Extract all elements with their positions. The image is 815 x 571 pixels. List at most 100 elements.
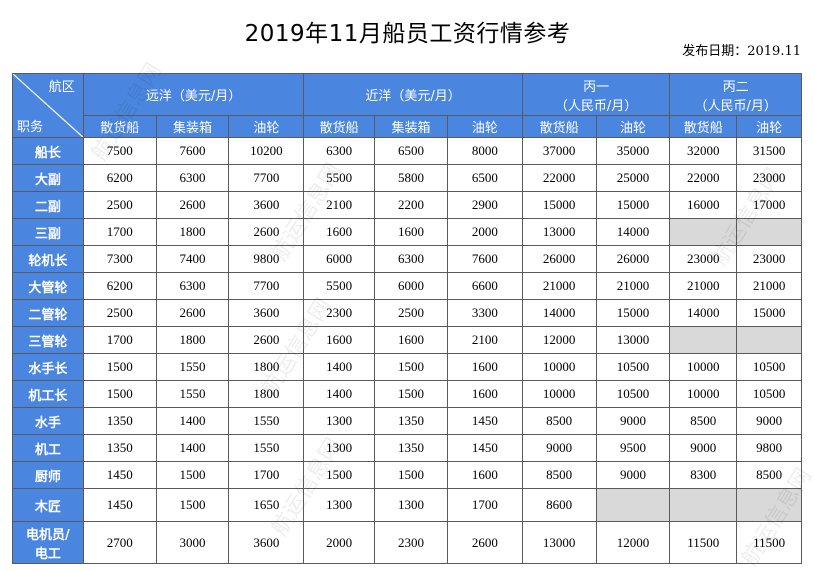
table-row: 木匠 1450 1500 1650 1300 1300 1700 8600: [12, 488, 802, 522]
salary-cell: 6500: [446, 164, 523, 192]
salary-cell: 21000: [521, 272, 597, 300]
salary-cell: 6000: [374, 272, 448, 300]
salary-cell: 14000: [595, 218, 671, 246]
subcol-header: 油轮: [595, 115, 671, 138]
empty-cell: [736, 326, 802, 354]
salary-cell: 21000: [595, 272, 671, 300]
subcol-header: 油轮: [736, 115, 802, 138]
salary-cell: 1700: [82, 218, 157, 246]
salary-cell: 1600: [303, 218, 376, 246]
salary-cell: 1700: [446, 488, 523, 522]
corner-label-area: 航区: [48, 80, 75, 95]
salary-cell: 14000: [521, 299, 597, 327]
salary-cell: 1400: [155, 407, 230, 435]
salary-cell: 1600: [303, 326, 376, 354]
salary-cell: 1500: [303, 461, 376, 489]
salary-cell: 16000: [669, 191, 738, 219]
empty-cell: [669, 488, 738, 522]
table-row: 机工 1350 1400 1550 1300 1350 1450 9000 9500 9000 98…: [12, 434, 802, 462]
publish-date: 发布日期：2019.11: [682, 44, 801, 59]
subcol-header: 散货船: [82, 115, 157, 138]
salary-cell: 10000: [669, 353, 738, 381]
empty-cell: [669, 326, 738, 354]
page-title: 2019年11月船员工资行情参考: [244, 21, 571, 47]
corner-label-role: 职务: [17, 120, 44, 135]
salary-cell: 9000: [736, 407, 802, 435]
salary-cell: 13000: [521, 218, 597, 246]
salary-cell: 6600: [446, 272, 523, 300]
salary-cell: 2600: [155, 299, 230, 327]
salary-cell: 11500: [736, 521, 802, 564]
table-row: 三管轮 1700 1800 2600 1600 1600 2100 12000 13000: [12, 326, 802, 354]
salary-cell: 15000: [595, 299, 671, 327]
salary-cell: 5500: [303, 164, 376, 192]
salary-cell: 8000: [446, 137, 523, 165]
salary-cell: 2500: [82, 299, 157, 327]
salary-cell: 1800: [228, 380, 305, 408]
salary-cell: 1450: [82, 461, 157, 489]
empty-cell: [595, 488, 671, 522]
subcol-header: 散货船: [303, 115, 376, 138]
group-header-class-c1: 丙一 （人民币/月）: [521, 73, 671, 116]
salary-cell: 1500: [155, 488, 230, 522]
salary-cell: 2300: [374, 521, 448, 564]
salary-cell: 1600: [374, 218, 448, 246]
salary-cell: 10000: [521, 380, 597, 408]
salary-cell: 6300: [303, 137, 376, 165]
salary-cell: 1450: [82, 488, 157, 522]
salary-cell: 21000: [669, 272, 738, 300]
salary-cell: 1400: [303, 380, 376, 408]
salary-cell: 1700: [228, 461, 305, 489]
salary-cell: 15000: [736, 299, 802, 327]
salary-cell: 12000: [595, 521, 671, 564]
subcol-header: 集装箱: [155, 115, 230, 138]
salary-cell: 37000: [521, 137, 597, 165]
salary-cell: 1300: [303, 407, 376, 435]
empty-cell: [736, 218, 802, 246]
salary-cell: 6200: [82, 164, 157, 192]
role-cell: 木匠: [12, 488, 84, 522]
salary-cell: 1600: [446, 461, 523, 489]
salary-cell: 2900: [446, 191, 523, 219]
salary-cell: 2600: [228, 218, 305, 246]
salary-cell: 23000: [736, 245, 802, 273]
salary-cell: 2500: [82, 191, 157, 219]
table-body: 船长 7500 7600 10200 6300 6500 8000 37000 35000 320…: [12, 137, 802, 564]
role-cell: 大管轮: [12, 272, 84, 300]
salary-cell: 1500: [82, 380, 157, 408]
salary-cell: 13000: [595, 326, 671, 354]
table-row: 水手长 1500 1550 1800 1400 1500 1600 10000 10500 100…: [12, 353, 802, 381]
table-row: 轮机长 7300 7400 9800 6000 6300 7600 26000 26000 230…: [12, 245, 802, 273]
salary-cell: 6300: [374, 245, 448, 273]
salary-cell: 8500: [521, 407, 597, 435]
salary-cell: 1650: [228, 488, 305, 522]
salary-cell: 1550: [228, 407, 305, 435]
salary-cell: 3000: [155, 521, 230, 564]
salary-cell: 3600: [228, 191, 305, 219]
salary-cell: 3600: [228, 299, 305, 327]
role-cell: 水手长: [12, 353, 84, 381]
salary-cell: 2600: [228, 326, 305, 354]
role-cell: 轮机长: [12, 245, 84, 273]
salary-cell: 12000: [521, 326, 597, 354]
salary-cell: 9800: [228, 245, 305, 273]
salary-cell: 2000: [303, 521, 376, 564]
salary-cell: 25000: [595, 164, 671, 192]
salary-cell: 1400: [155, 434, 230, 462]
salary-cell: 3300: [446, 299, 523, 327]
salary-cell: 9000: [669, 434, 738, 462]
salary-cell: 10500: [595, 353, 671, 381]
salary-cell: 21000: [736, 272, 802, 300]
salary-cell: 35000: [595, 137, 671, 165]
salary-cell: 22000: [669, 164, 738, 192]
salary-cell: 1550: [155, 353, 230, 381]
salary-cell: 1800: [155, 326, 230, 354]
salary-cell: 1800: [228, 353, 305, 381]
salary-cell: 1600: [446, 380, 523, 408]
salary-cell: 1500: [374, 380, 448, 408]
subcol-header: 油轮: [446, 115, 523, 138]
salary-cell: 7400: [155, 245, 230, 273]
salary-cell: 7600: [446, 245, 523, 273]
role-cell: 水手: [12, 407, 84, 435]
table-row: 水手 1350 1400 1550 1300 1350 1450 8500 9000 8500 90…: [12, 407, 802, 435]
